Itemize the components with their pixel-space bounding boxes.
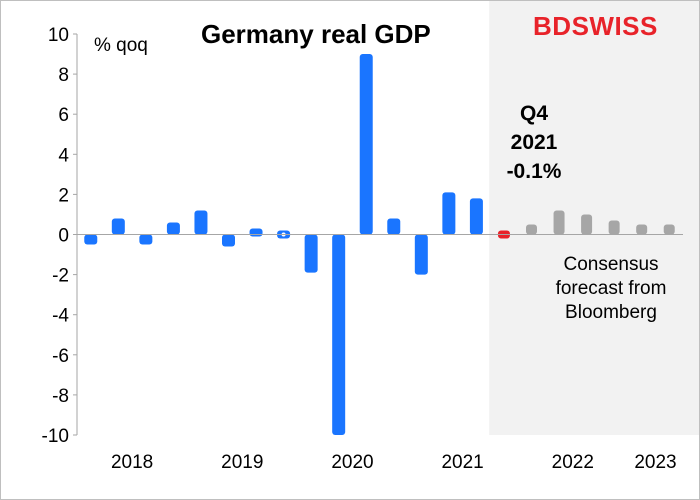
note-line-3: Bloomberg — [565, 302, 657, 323]
y-tick-label: 8 — [58, 65, 69, 86]
bar-forecast-18 — [581, 214, 593, 235]
forecast-source-note: Consensus forecast from Bloomberg — [541, 253, 681, 325]
y-tick-label: -2 — [52, 266, 69, 287]
annotation-year: 2021 — [510, 131, 558, 154]
bar-actual-4 — [194, 210, 208, 235]
y-ticks-group: 10 8 6 4 2 0 -2 -4 -6 -8 -10 — [42, 25, 77, 447]
y-tick-label: -6 — [52, 346, 69, 367]
bar-forecast-19 — [608, 220, 620, 235]
y-axis-unit-label: % qoq — [94, 35, 148, 56]
note-line-1: Consensus — [563, 254, 659, 275]
bar-actual-2 — [139, 234, 153, 245]
bar-actual-11 — [387, 218, 401, 235]
bar-actual-10 — [359, 54, 373, 235]
x-tick-label: 2018 — [111, 452, 153, 473]
latest-value-annotation: Q4 2021 -0.1% — [499, 99, 569, 186]
x-tick-label: 2020 — [331, 452, 373, 473]
y-tick-label: -10 — [42, 426, 69, 447]
bar-forecast-20 — [636, 224, 648, 235]
logo-bd-text: BD — [533, 11, 572, 41]
y-tick-label: 10 — [48, 25, 69, 46]
bar-actual-3 — [166, 222, 180, 235]
bar-actual-0 — [84, 234, 98, 245]
annotation-quarter: Q4 — [519, 102, 548, 125]
chart-title: Germany real GDP — [201, 19, 431, 49]
y-tick-label: 0 — [58, 226, 69, 247]
forecast-shade-region — [489, 1, 699, 435]
y-tick-label: 2 — [58, 185, 69, 206]
x-ticks-group: 2018 2019 2020 2021 2022 2023 — [111, 452, 677, 473]
bar-forecast-17 — [553, 210, 565, 235]
bar-actual-13 — [442, 192, 456, 235]
x-tick-label: 2022 — [552, 452, 594, 473]
x-tick-label: 2021 — [441, 452, 483, 473]
bar-actual-1 — [111, 218, 125, 235]
bar-actual-12 — [414, 234, 428, 275]
bar-forecast-21 — [663, 224, 675, 235]
y-tick-label: 4 — [58, 145, 69, 166]
y-tick-label: -8 — [52, 386, 69, 407]
y-tick-label: -4 — [52, 306, 69, 327]
bar-actual-6 — [249, 228, 263, 237]
bar-actual-14 — [469, 198, 483, 235]
bdswiss-logo: BDSWISS — [533, 11, 658, 42]
bar-actual-8 — [304, 234, 318, 273]
x-tick-label: 2019 — [221, 452, 263, 473]
y-tick-label: 6 — [58, 105, 69, 126]
bar-actual-9 — [332, 234, 346, 435]
annotation-value: -0.1% — [506, 160, 562, 183]
x-tick-label: 2023 — [634, 452, 676, 473]
bar-actual-5 — [222, 234, 235, 247]
bar-forecast-16 — [526, 224, 537, 235]
note-line-2: forecast from — [555, 278, 667, 299]
logo-swiss-text: SWISS — [571, 11, 658, 41]
